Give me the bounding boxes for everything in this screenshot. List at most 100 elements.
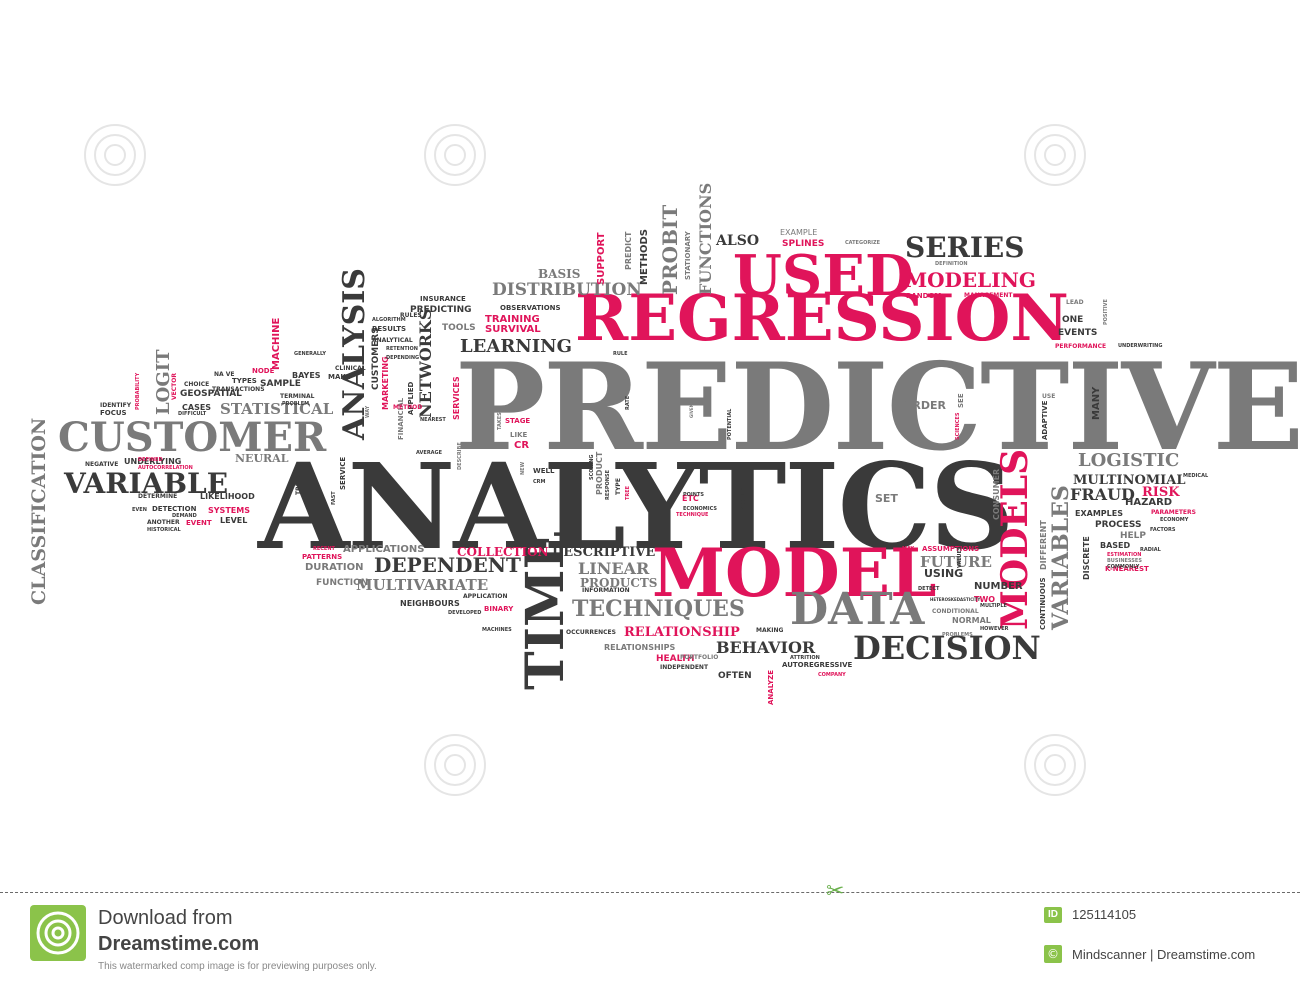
word-algorithm: ALGORITHM (372, 317, 406, 323)
word-training: TRAINING (485, 314, 540, 325)
word-given: GIVEN (689, 404, 694, 418)
word-businesses: BUSINESSES (1107, 558, 1142, 564)
word-economy: ECONOMY (1160, 517, 1189, 523)
word-applications: APPLICATIONS (343, 544, 425, 555)
watermark-note: This watermarked comp image is for previ… (98, 961, 377, 972)
word-commonly: COMMONLY (1107, 564, 1140, 570)
word-example: EXAMPLE (780, 228, 818, 237)
word-systems: SYSTEMS (208, 506, 250, 515)
word-node: NODE (252, 367, 275, 375)
word-two: TWO (974, 595, 996, 604)
word-analyze: ANALYZE (767, 670, 775, 705)
word-order: ORDER (903, 399, 946, 412)
word-average: AVERAGE (416, 450, 443, 456)
word-attrition: ATTRITION (790, 655, 820, 661)
word-discrete: DISCRETE (1082, 536, 1091, 580)
word-another: ANOTHER (147, 519, 180, 526)
word-describe: DESCRIBE (457, 442, 463, 470)
word-continuous: CONTINUOUS (1039, 577, 1047, 630)
word-future: FUTURE (920, 553, 992, 571)
word-negative: NEGATIVE (85, 461, 119, 468)
word-portfolio: PORTFOLIO (680, 654, 719, 661)
word-historical: HISTORICAL (147, 527, 181, 533)
dreamstime-site-link[interactable]: Dreamstime.com (98, 933, 260, 955)
word-relationships: RELATIONSHIPS (604, 643, 676, 652)
word-trees: TREES (295, 473, 302, 495)
word-like: LIKE (510, 431, 528, 439)
word-rate: RATE (625, 395, 631, 410)
word-terminal: TERMINAL (280, 393, 315, 400)
word-networks: NETWORKS (416, 308, 435, 418)
dreamstime-logo-icon (30, 905, 86, 961)
word-machine: MACHINE (271, 317, 282, 370)
word-defined: DEFINED (138, 457, 163, 463)
word-assumptions: ASSUMPTIONS (922, 545, 980, 553)
word-risk: RISK (1142, 485, 1180, 500)
word-even: EVEN (132, 507, 147, 513)
word-identify: IDENTIFY (100, 402, 132, 409)
word-analytical: ANALYTICAL (372, 337, 413, 344)
word-marketing: MARKETING (381, 356, 390, 410)
word-function: FUNCTION (316, 578, 369, 588)
scissors-icon: ✂ (826, 879, 845, 904)
word-new: NEW (520, 461, 526, 475)
word-examples: EXAMPLES (1075, 509, 1123, 518)
word-functions: FUNCTIONS (696, 182, 715, 295)
word-multivariate: MULTIVARIATE (356, 576, 489, 594)
word-logistic: LOGISTIC (1078, 450, 1180, 471)
word-health: HEALTH (656, 654, 695, 664)
copyright-icon: © (1044, 945, 1062, 963)
word-application: APPLICATION (463, 593, 508, 600)
word-k-nearest: K-NEAREST (1105, 565, 1149, 573)
word-autoregressive: AUTOREGRESSIVE (782, 661, 853, 669)
word-classification: CLASSIFICATION (28, 417, 50, 605)
word-normal: NORMAL (952, 616, 991, 625)
word-transactions: TRANSACTIONS (212, 386, 265, 393)
word-variable: VARIABLE (64, 467, 229, 500)
word-number: NUMBER (974, 581, 1023, 592)
id-icon: ID (1044, 907, 1062, 923)
word-problem: PROBLEM (282, 401, 310, 407)
word-predict: PREDICT (624, 231, 633, 270)
word-nearest: NEAREST (420, 417, 446, 423)
word-customer: CUSTOMER (58, 414, 327, 461)
word-etc: ETC (682, 494, 699, 503)
word-na-ve: NA VE (214, 371, 235, 378)
word-patterns: PATTERNS (302, 553, 343, 561)
word-use: USE (1042, 393, 1056, 400)
word-underwriting: UNDERWRITING (1118, 343, 1163, 349)
word-variables: VARIABLES (1048, 485, 1074, 630)
word-also: ALSO (716, 233, 760, 249)
word-however: HOWEVER (980, 626, 1009, 632)
word-collection: COLLECTION (457, 545, 549, 559)
word-response: RESPONSE (605, 470, 611, 500)
word-cloud: PREDICTIVE ANALYTICS REGRESSION USED MOD… (28, 124, 1300, 796)
word-stage: STAGE (505, 417, 531, 425)
word-relationship: RELATIONSHIP (624, 625, 740, 640)
word-multinomial: MULTINOMIAL (1073, 473, 1186, 488)
word-techniques: TECHNIQUES (572, 596, 745, 622)
word-regression: REGRESSION (575, 281, 1069, 356)
word-predicting: PREDICTING (410, 305, 472, 315)
watermark-spiral-icon (84, 124, 146, 186)
watermark-footer: Download from Dreamstime.com This waterm… (0, 879, 1300, 984)
word-behavior: BEHAVIOR (716, 638, 816, 657)
watermark-spiral-icon (424, 734, 486, 796)
word-fast: FAST (331, 491, 337, 505)
word-insurance: INSURANCE (420, 295, 466, 303)
word-definition: DEFINITION (935, 261, 968, 267)
word-often: OFTEN (718, 671, 752, 681)
word-choice: CHOICE (184, 381, 210, 388)
word-points: POINTS (683, 492, 704, 498)
word-vector: VECTOR (171, 373, 178, 400)
word-information: INFORMATION (582, 587, 630, 594)
download-from-text: Download from (98, 907, 233, 929)
word-potential: POTENTIAL (727, 408, 733, 440)
word-many: MANY (1091, 386, 1102, 420)
word-splines: SPLINES (782, 239, 825, 249)
word-using: USING (924, 567, 964, 580)
word-may: MAY (902, 546, 914, 552)
word-estimation: ESTIMATION (1107, 552, 1142, 558)
word-rules: RULES (400, 312, 422, 319)
word-medical: MEDICAL (1183, 473, 1209, 479)
